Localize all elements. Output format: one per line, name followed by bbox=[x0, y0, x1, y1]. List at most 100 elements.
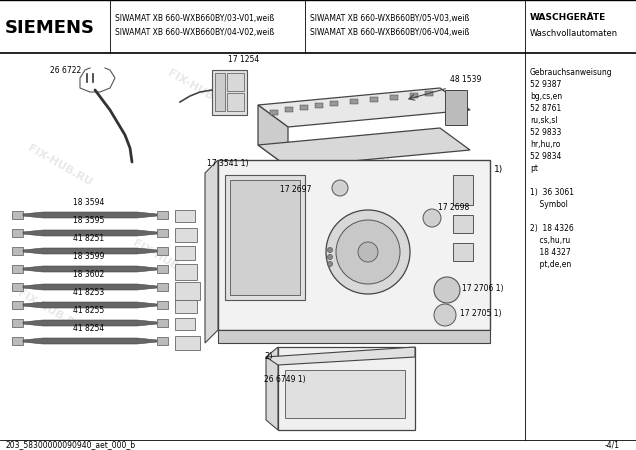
Text: SIWAMAT XB 660-WXB660BY/04-V02,weiß: SIWAMAT XB 660-WXB660BY/04-V02,weiß bbox=[115, 28, 274, 37]
Polygon shape bbox=[258, 105, 288, 167]
Circle shape bbox=[328, 248, 333, 252]
Text: 18 4327: 18 4327 bbox=[530, 248, 570, 257]
Bar bbox=[300, 105, 308, 110]
Bar bbox=[12, 301, 23, 309]
Text: SIWAMAT XB 660-WXB660BY/06-V04,weiß: SIWAMAT XB 660-WXB660BY/06-V04,weiß bbox=[310, 28, 469, 37]
Text: 203_58300000090940_aet_000_b: 203_58300000090940_aet_000_b bbox=[5, 441, 135, 450]
Text: 18 3602: 18 3602 bbox=[73, 270, 105, 279]
Text: 41 8253: 41 8253 bbox=[73, 288, 105, 297]
Bar bbox=[315, 103, 323, 108]
Text: 52 8761: 52 8761 bbox=[530, 104, 561, 113]
Polygon shape bbox=[23, 266, 157, 272]
Polygon shape bbox=[23, 320, 157, 326]
Text: 52 9834: 52 9834 bbox=[530, 152, 562, 161]
Bar bbox=[157, 337, 168, 345]
Bar bbox=[230, 180, 300, 295]
Bar bbox=[390, 95, 398, 100]
Text: 17 3541 1): 17 3541 1) bbox=[207, 159, 249, 168]
Bar bbox=[453, 243, 473, 261]
Bar bbox=[350, 99, 358, 104]
Polygon shape bbox=[218, 160, 490, 330]
Polygon shape bbox=[23, 230, 157, 236]
Text: 18 3594: 18 3594 bbox=[73, 198, 105, 207]
Circle shape bbox=[434, 304, 456, 326]
Text: Waschvollautomaten: Waschvollautomaten bbox=[530, 28, 618, 37]
Bar bbox=[12, 319, 23, 327]
Bar bbox=[445, 90, 467, 125]
Polygon shape bbox=[205, 160, 218, 343]
Text: pt,de,en: pt,de,en bbox=[530, 260, 571, 269]
Text: WASCHGERÄTE: WASCHGERÄTE bbox=[530, 14, 606, 22]
Circle shape bbox=[434, 277, 460, 303]
Bar bbox=[12, 265, 23, 273]
Text: FIX-HUB.RU: FIX-HUB.RU bbox=[16, 288, 84, 333]
Text: 41 8254: 41 8254 bbox=[73, 324, 105, 333]
Circle shape bbox=[358, 242, 378, 262]
Bar bbox=[12, 229, 23, 237]
Text: Gebrauchsanweisung: Gebrauchsanweisung bbox=[530, 68, 612, 77]
Text: cs,hu,ru: cs,hu,ru bbox=[530, 236, 570, 245]
Text: FIX-HUB.RU: FIX-HUB.RU bbox=[396, 288, 464, 333]
Text: 1): 1) bbox=[494, 165, 503, 174]
Bar bbox=[425, 91, 433, 96]
Text: pt: pt bbox=[530, 164, 538, 173]
Text: 17 2698: 17 2698 bbox=[438, 203, 469, 212]
Polygon shape bbox=[278, 347, 415, 430]
Polygon shape bbox=[175, 246, 195, 260]
Bar bbox=[157, 265, 168, 273]
Polygon shape bbox=[175, 336, 200, 350]
Text: hr,hu,ro: hr,hu,ro bbox=[530, 140, 560, 149]
Bar bbox=[12, 283, 23, 291]
Text: 2)  18 4326: 2) 18 4326 bbox=[530, 224, 574, 233]
Polygon shape bbox=[175, 210, 195, 222]
Circle shape bbox=[332, 180, 348, 196]
Bar bbox=[157, 211, 168, 219]
Bar bbox=[227, 73, 244, 91]
Bar bbox=[330, 101, 338, 106]
Text: FIX-HUB.RU: FIX-HUB.RU bbox=[131, 238, 199, 283]
Polygon shape bbox=[258, 128, 470, 167]
Text: SIWAMAT XB 660-WXB660BY/03-V01,weiß: SIWAMAT XB 660-WXB660BY/03-V01,weiß bbox=[115, 14, 274, 22]
Text: -4/1: -4/1 bbox=[605, 441, 620, 450]
Polygon shape bbox=[23, 284, 157, 290]
Bar bbox=[370, 97, 378, 102]
Text: 48 1539: 48 1539 bbox=[450, 75, 481, 84]
Text: 26 6749 1): 26 6749 1) bbox=[264, 375, 306, 384]
Text: 17 2697: 17 2697 bbox=[280, 185, 312, 194]
Bar bbox=[453, 175, 473, 205]
Circle shape bbox=[326, 210, 410, 294]
Bar bbox=[157, 229, 168, 237]
Polygon shape bbox=[175, 282, 200, 300]
Polygon shape bbox=[23, 248, 157, 254]
Text: SIWAMAT XB 660-WXB660BY/05-V03,weiß: SIWAMAT XB 660-WXB660BY/05-V03,weiß bbox=[310, 14, 469, 22]
Bar bbox=[285, 370, 405, 418]
Polygon shape bbox=[23, 338, 157, 344]
Polygon shape bbox=[23, 212, 157, 218]
Text: Symbol: Symbol bbox=[530, 200, 568, 209]
Text: 41 8251: 41 8251 bbox=[73, 234, 104, 243]
Bar bbox=[410, 93, 418, 98]
Polygon shape bbox=[218, 330, 490, 343]
Polygon shape bbox=[175, 228, 197, 242]
Text: 41 8255: 41 8255 bbox=[73, 306, 105, 315]
Bar bbox=[227, 93, 244, 111]
Circle shape bbox=[328, 261, 333, 266]
Polygon shape bbox=[258, 88, 470, 127]
Bar bbox=[157, 301, 168, 309]
Bar bbox=[212, 70, 247, 115]
Text: 26 6722: 26 6722 bbox=[50, 66, 81, 75]
Text: 17 1254: 17 1254 bbox=[228, 55, 259, 64]
Text: ru,sk,sl: ru,sk,sl bbox=[530, 116, 558, 125]
Polygon shape bbox=[175, 318, 195, 330]
Polygon shape bbox=[266, 347, 415, 365]
Bar bbox=[157, 319, 168, 327]
Text: FIX-HUB.RU: FIX-HUB.RU bbox=[166, 68, 234, 112]
Polygon shape bbox=[266, 347, 278, 430]
Bar bbox=[12, 247, 23, 255]
Bar bbox=[270, 110, 278, 115]
Polygon shape bbox=[175, 300, 197, 313]
Bar bbox=[12, 337, 23, 345]
Text: 17 2705 1): 17 2705 1) bbox=[460, 309, 502, 318]
Text: FIX-HUB.RU: FIX-HUB.RU bbox=[356, 143, 424, 187]
Polygon shape bbox=[175, 264, 197, 280]
